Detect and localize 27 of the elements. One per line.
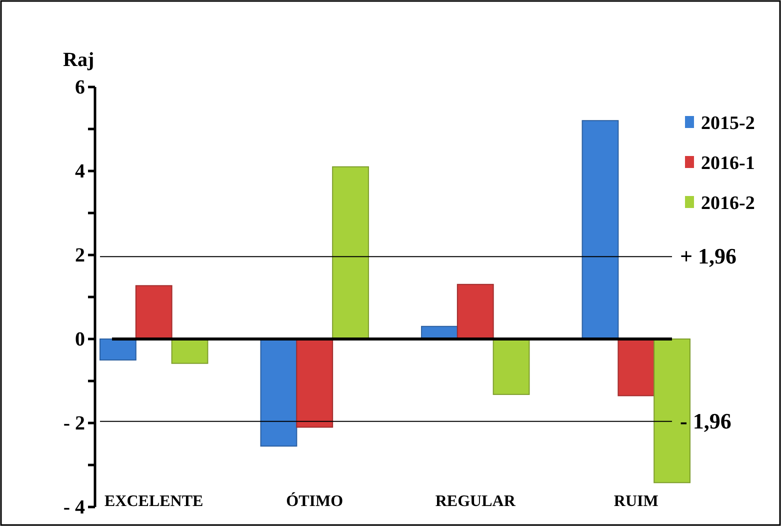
bar <box>332 166 369 340</box>
bar <box>654 338 690 484</box>
y-tick-label: 0 <box>75 328 85 350</box>
y-tick-label: - 2 <box>63 412 85 434</box>
bar <box>135 285 172 340</box>
ref-line-label: - 1,96 <box>680 408 732 434</box>
legend-label: 2015-2 <box>701 113 755 134</box>
bar <box>492 338 530 395</box>
x-tick-label: RUIM <box>614 493 658 510</box>
x-tick-label: ÓTIMO <box>286 492 344 510</box>
legend-label: 2016-1 <box>701 153 755 174</box>
bar <box>100 338 136 360</box>
y-tick-label: 2 <box>75 244 85 266</box>
bar <box>260 338 298 447</box>
x-tick-label: REGULAR <box>435 493 516 510</box>
bar <box>296 338 334 428</box>
y-tick-label: - 4 <box>63 496 85 518</box>
legend-label: 2016-2 <box>701 193 755 214</box>
y-tick-label: 6 <box>75 76 85 98</box>
bar <box>582 120 619 340</box>
bar <box>618 338 655 396</box>
x-tick-label: EXCELENTE <box>104 493 204 510</box>
ref-line-label: + 1,96 <box>680 244 737 269</box>
bar <box>456 284 494 340</box>
y-axis-title: Raj <box>63 49 94 71</box>
bar <box>171 338 208 364</box>
y-tick-label: 4 <box>75 160 85 182</box>
